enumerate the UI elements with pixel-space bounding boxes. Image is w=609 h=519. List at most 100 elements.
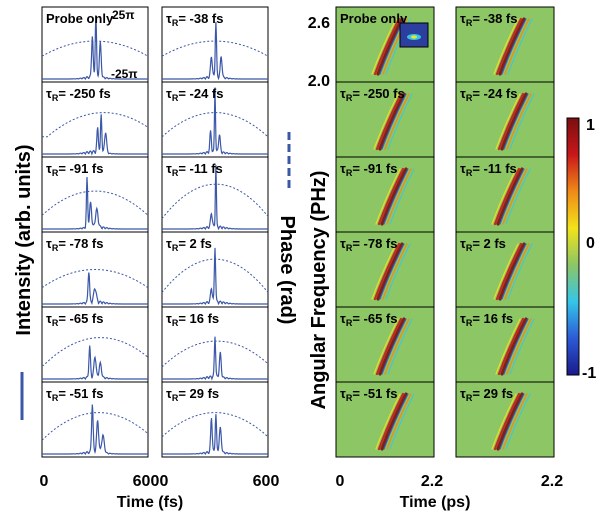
spectrogram-streak (375, 393, 401, 450)
panel-label: τR= -11 fs (460, 161, 517, 178)
spectrogram-streak (384, 318, 410, 375)
y-tick-label: 2.0 (308, 73, 330, 90)
spectrogram-streak (373, 17, 401, 76)
spectrogram-streak (496, 167, 524, 226)
spectrogram-panel: τR= -91 fs (335, 156, 435, 233)
intensity-curve (162, 21, 268, 81)
x-axis-label: Time (fs) (117, 494, 183, 511)
spectrogram-streak (501, 243, 527, 300)
spectrogram-streak (493, 392, 521, 451)
spectrogram-streak (379, 243, 405, 300)
probe-inset (399, 22, 429, 48)
panel-label: τR= 29 fs (460, 386, 513, 403)
spectrogram-streak (504, 243, 530, 300)
spectrogram-streak (383, 393, 409, 450)
panel-label: τR= 16 fs (460, 311, 513, 328)
colorbar-tick: -1 (582, 365, 596, 382)
intensity-panel: τR= -38 fs (161, 6, 269, 83)
spectrogram-streak (381, 318, 407, 375)
panel-label: Probe only (340, 11, 408, 26)
intensity-curve (162, 87, 268, 156)
intensity-panel: τR= 29 fs (161, 381, 269, 458)
spectrogram-streak (500, 92, 528, 151)
spectrogram-panel: τR= 29 fs (455, 381, 555, 458)
intensity-curve (162, 336, 268, 381)
spectrogram-streak (380, 167, 408, 226)
panel-label: τR= 29 fs (166, 386, 219, 403)
phase-curve (42, 112, 149, 138)
spectrogram-streak (376, 242, 404, 301)
spectrogram-streak (380, 392, 408, 451)
panel-label: τR= -11 fs (166, 161, 223, 178)
spectrogram-streak (375, 92, 403, 151)
panel-label: τR= 16 fs (166, 311, 219, 328)
intensity-panel: τR= 16 fs (161, 306, 269, 383)
spectrogram-streak (502, 393, 528, 450)
panel-label: τR= 2 fs (460, 236, 506, 253)
spectrogram-streak (509, 93, 535, 150)
phase-curve (41, 412, 149, 441)
intensity-panel: τR= -11 fs (161, 156, 269, 233)
panel-label: τR= 2 fs (166, 236, 212, 253)
spectrogram-streak (506, 318, 532, 375)
spectrogram-streak (491, 168, 517, 225)
spectrogram-panel: τR= -250 fs (335, 81, 435, 158)
spectrogram-streak (505, 168, 531, 225)
spectrogram-panel: τR= -51 fs (335, 381, 435, 458)
colorbar-tick: 0 (586, 235, 595, 252)
spectrogram-streak (389, 393, 415, 450)
panel-label: Probe only (46, 11, 114, 26)
intensity-panel: τR= -250 fs (41, 81, 149, 158)
spectrogram-streak (386, 393, 412, 450)
x-tick-label: 2.2 (541, 473, 563, 490)
spectrogram-panel: τR= -11 fs (455, 156, 555, 233)
intensity-panel: τR= -51 fs (41, 381, 149, 458)
x-tick-label: 600 (253, 473, 280, 490)
spectrogram-streak (500, 317, 528, 376)
x-tick-label: 0 (40, 473, 49, 490)
spectrogram-streak (378, 92, 406, 151)
spectrogram-streak (507, 243, 533, 300)
spectrogram-streak (501, 18, 527, 75)
intensity-panel: τR= -78 fs (41, 231, 149, 308)
spectrogram-streak (375, 317, 403, 376)
panel-label: τR= -91 fs (340, 161, 397, 178)
spectrogram-streak (493, 243, 519, 300)
intensity-panel: Probe only (41, 6, 149, 83)
spectrogram-panel: τR= -38 fs (455, 6, 555, 83)
panel-label: τR= -250 fs (46, 86, 111, 103)
panel-frame (41, 306, 149, 383)
spectrogram-streak (387, 318, 413, 375)
spectrogram-streak (506, 93, 532, 150)
intensity-curve (42, 345, 148, 381)
panel-label: τR= -250 fs (340, 86, 405, 103)
intensity-panel: τR= -24 fs (161, 81, 269, 158)
panel-label: τR= -51 fs (46, 386, 103, 403)
spectrogram-streak (496, 392, 524, 451)
x-axis-label: Time (ps) (400, 494, 471, 511)
panel-label: τR= -38 fs (460, 11, 517, 28)
phase-scale-top: 25π (112, 8, 135, 22)
y-axis-label-frequency: Angular Frequency (PHz) (308, 171, 330, 410)
spectrogram-streak (505, 393, 531, 450)
panel-frame (455, 6, 555, 83)
spectrogram-streak (509, 318, 535, 375)
panel-label: τR= -38 fs (166, 11, 223, 28)
spectrogram-streak (386, 168, 412, 225)
spectrogram-streak (381, 93, 407, 150)
spectrogram-panel: τR= -24 fs (455, 81, 555, 158)
spectrogram-streak (493, 167, 521, 226)
y-tick-label: 2.6 (308, 15, 330, 32)
spectrogram-streak (377, 167, 405, 226)
spectrogram-streak (389, 168, 415, 225)
panel-label: τR= -65 fs (340, 311, 397, 328)
panel-label: τR= -24 fs (460, 86, 517, 103)
spectrogram-streak (373, 318, 399, 375)
panel-frame (455, 231, 555, 308)
spectrogram-panel: τR= 2 fs (455, 231, 555, 308)
spectrogram-streak (507, 18, 533, 75)
intensity-curve (162, 165, 268, 231)
spectrogram-streak (499, 168, 525, 225)
spectrogram-streak (495, 17, 523, 76)
spectrogram-streak (495, 242, 523, 301)
